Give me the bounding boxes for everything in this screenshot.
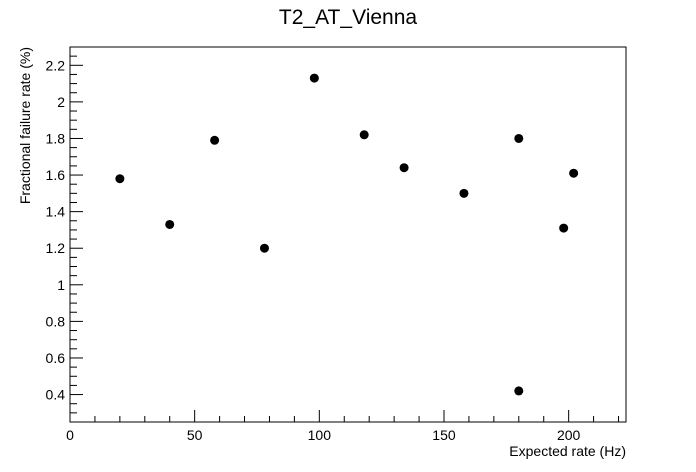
data-point bbox=[514, 386, 524, 396]
data-point bbox=[309, 73, 319, 83]
y-tick-label: 1.2 bbox=[46, 240, 66, 256]
y-tick-label: 0.4 bbox=[46, 387, 66, 403]
data-points bbox=[115, 73, 579, 396]
data-point bbox=[259, 243, 269, 253]
data-point bbox=[165, 219, 175, 229]
x-tick-label: 150 bbox=[432, 427, 456, 443]
x-axis-label: Expected rate (Hz) bbox=[509, 443, 626, 459]
y-tick-label: 1 bbox=[57, 277, 65, 293]
data-point bbox=[459, 188, 469, 198]
y-axis-ticks bbox=[70, 46, 83, 423]
plot-frame bbox=[69, 46, 627, 423]
data-point bbox=[569, 168, 579, 178]
y-tick-label: 0.8 bbox=[46, 313, 66, 329]
x-axis-ticks bbox=[69, 410, 620, 422]
data-point bbox=[559, 223, 569, 233]
x-axis-tick-labels: 0 50 100 150 200 bbox=[66, 427, 580, 443]
y-tick-label: 2.2 bbox=[46, 57, 66, 73]
chart-title: T2_AT_Vienna bbox=[279, 6, 417, 29]
y-tick-label: 1.6 bbox=[46, 167, 66, 183]
x-tick-label: 100 bbox=[308, 427, 332, 443]
data-point bbox=[210, 135, 220, 145]
y-tick-label: 1.8 bbox=[46, 130, 66, 146]
y-tick-label: 0.6 bbox=[46, 350, 66, 366]
x-tick-label: 0 bbox=[66, 427, 74, 443]
data-point bbox=[399, 163, 409, 173]
y-axis-tick-labels: 0.4 0.6 0.8 1 1.2 1.4 1.6 1.8 2 2.2 bbox=[46, 57, 66, 402]
data-point bbox=[359, 130, 369, 140]
data-point bbox=[115, 174, 125, 184]
x-tick-label: 50 bbox=[187, 427, 203, 443]
y-tick-label: 2 bbox=[57, 94, 65, 110]
y-tick-label: 1.4 bbox=[46, 204, 66, 220]
x-tick-label: 200 bbox=[557, 427, 581, 443]
y-axis-label: Fractional failure rate (%) bbox=[17, 47, 33, 204]
data-point bbox=[514, 133, 524, 143]
